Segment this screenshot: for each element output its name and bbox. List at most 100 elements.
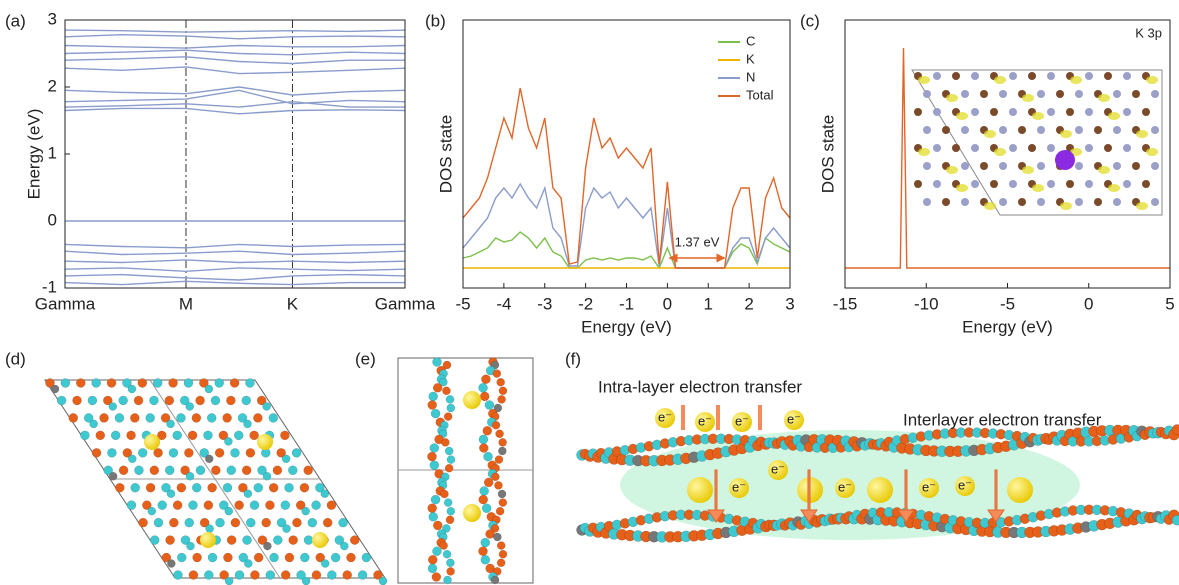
inset-atom	[1085, 72, 1093, 80]
atom	[230, 448, 240, 458]
atom	[226, 395, 236, 406]
atom	[292, 517, 302, 528]
inset-atom	[999, 126, 1007, 134]
atom	[307, 517, 318, 528]
inset-atom	[1047, 72, 1055, 80]
atom	[214, 378, 224, 388]
inset-atom	[1009, 144, 1017, 152]
atom	[446, 506, 456, 516]
corner-label: K 3p	[1135, 25, 1162, 40]
electron-label: e⁻	[735, 413, 749, 428]
atom	[241, 465, 252, 476]
atom	[172, 500, 183, 510]
x-tick-label: -10	[914, 294, 939, 313]
annotation-label: 1.37 eV	[675, 234, 720, 249]
inset-density	[956, 184, 968, 192]
inset-density	[956, 112, 968, 120]
atom	[126, 430, 136, 441]
inset-density	[918, 148, 930, 156]
atom	[478, 434, 489, 445]
legend-label: Total	[746, 87, 774, 102]
atom	[430, 494, 441, 505]
atom	[444, 446, 454, 456]
electron-label: e⁻	[838, 479, 852, 494]
series-line	[64, 100, 405, 108]
atom	[165, 535, 175, 545]
atom	[346, 552, 356, 563]
atom	[340, 541, 349, 551]
atom	[495, 506, 505, 516]
inset-atom	[1018, 198, 1026, 206]
atom	[276, 448, 286, 458]
atom	[442, 360, 452, 370]
inset-atom	[1142, 108, 1150, 116]
inset-density	[1136, 130, 1148, 138]
inset-atom	[933, 72, 941, 80]
atom	[303, 465, 313, 476]
atom	[480, 555, 491, 565]
inset-density	[1136, 202, 1148, 210]
inset-atom	[1151, 198, 1159, 206]
atom	[172, 430, 182, 441]
atom	[167, 559, 176, 568]
atom	[246, 517, 256, 528]
atom	[443, 412, 453, 421]
x-axis-label: Energy (eV)	[581, 317, 672, 336]
atom	[199, 378, 209, 388]
atom	[432, 357, 442, 367]
atom	[498, 386, 508, 396]
atom	[338, 517, 348, 528]
y-axis-label: DOS state	[436, 115, 455, 193]
inset-atom	[1009, 72, 1017, 80]
atom	[204, 384, 214, 394]
atom	[164, 465, 175, 476]
atom	[137, 378, 148, 388]
panel-label: (f)	[565, 349, 581, 368]
x-tick-label: 1	[704, 294, 713, 313]
x-tick-label: M	[179, 294, 193, 313]
series-line	[64, 243, 406, 249]
atom	[180, 465, 190, 476]
y-tick-label: 3	[48, 9, 57, 28]
inset-atom	[1028, 72, 1036, 80]
atom	[494, 481, 503, 490]
atom	[440, 489, 449, 499]
atom	[122, 448, 133, 458]
atom	[301, 576, 311, 585]
atom	[188, 500, 198, 510]
atom	[301, 506, 310, 516]
atom	[269, 552, 279, 563]
inset-atom	[971, 108, 979, 116]
atom	[262, 402, 271, 411]
atom	[83, 413, 94, 423]
inset-atom	[1009, 180, 1017, 188]
x-tick-label: -1	[619, 294, 634, 313]
inset-atom	[1047, 180, 1055, 188]
atom	[291, 448, 302, 458]
x-tick-label: -3	[537, 294, 552, 313]
atom	[484, 400, 495, 410]
atom	[427, 400, 437, 410]
inset-atom	[1066, 108, 1074, 116]
atom	[91, 378, 101, 388]
inset-atom	[1113, 126, 1121, 134]
atom	[334, 535, 345, 545]
atom	[497, 489, 507, 499]
electron-label: e⁻	[922, 479, 936, 494]
atom	[494, 455, 504, 464]
atom	[185, 472, 195, 481]
atom	[210, 395, 221, 406]
atom	[238, 482, 248, 493]
series-line	[462, 182, 791, 269]
inset-atom	[1104, 72, 1112, 80]
electron-label: e⁻	[787, 411, 801, 426]
atom	[483, 451, 493, 462]
inset-density	[1022, 166, 1034, 174]
transfer-arrow	[987, 469, 1005, 523]
atom	[106, 378, 117, 388]
y-tick-label: 2	[48, 76, 57, 95]
atom	[485, 529, 495, 539]
atom	[288, 465, 298, 476]
atom	[108, 402, 118, 411]
atom	[373, 570, 383, 580]
